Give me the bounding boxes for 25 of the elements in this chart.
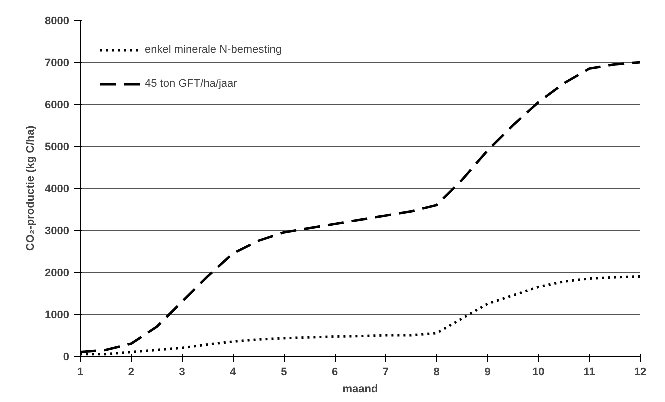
y-tick-label: 1000 <box>45 310 70 322</box>
y-tick-label: 4000 <box>45 184 70 196</box>
legend-label: 45 ton GFT/ha/jaar <box>145 78 238 90</box>
y-axis-title: CO₂-productie (kg C/ha) <box>25 126 38 252</box>
x-tick-label: 6 <box>332 366 338 378</box>
y-tick-label: 6000 <box>45 100 70 112</box>
y-tick-label: 2000 <box>45 268 70 280</box>
x-axis-title: maand <box>342 384 378 396</box>
x-tick-label: 2 <box>128 366 134 378</box>
y-tick-label: 8000 <box>45 16 70 28</box>
x-tick-label: 3 <box>179 366 186 378</box>
y-tick-label: 7000 <box>45 58 70 70</box>
x-tick-label: 9 <box>484 366 491 378</box>
y-tick-label: 0 <box>63 352 70 364</box>
x-tick-label: 12 <box>634 366 647 378</box>
y-tick-label: 5000 <box>45 142 70 154</box>
x-tick-label: 10 <box>532 366 545 378</box>
y-tick-label: 3000 <box>45 226 70 238</box>
x-tick-label: 5 <box>281 366 288 378</box>
legend-label: enkel minerale N-bemesting <box>145 44 282 56</box>
x-tick-label: 4 <box>230 366 238 378</box>
x-tick-label: 8 <box>434 366 440 378</box>
x-tick-label: 1 <box>77 366 84 378</box>
x-tick-label: 7 <box>382 366 390 378</box>
x-tick-label: 11 <box>584 366 596 378</box>
